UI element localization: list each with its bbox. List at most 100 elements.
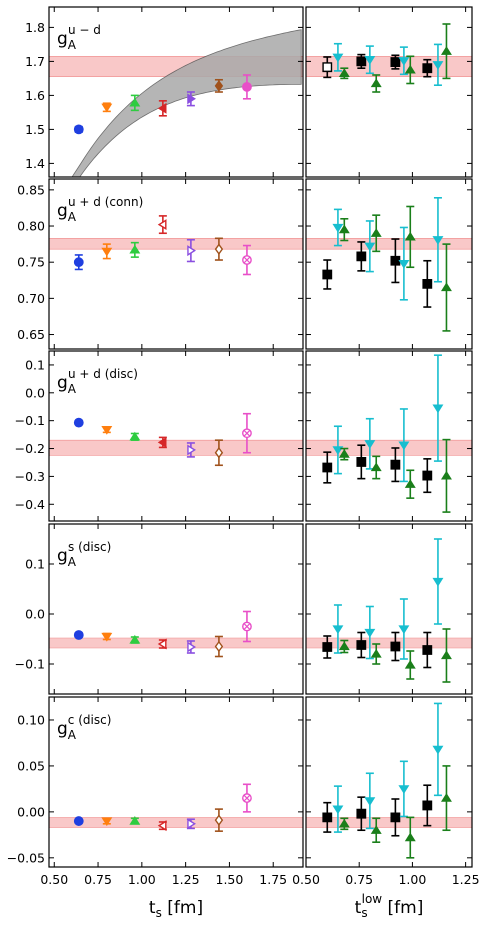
left-point-3-marker xyxy=(157,219,167,231)
right-point-2-marker xyxy=(338,449,350,458)
left-point-1-marker xyxy=(101,817,113,827)
xtick-label-right: 0.75 xyxy=(345,872,373,887)
ytick-label: 0.00 xyxy=(17,804,45,819)
right-point-7-marker xyxy=(398,57,410,66)
right-point-6-marker xyxy=(390,57,401,67)
right-point-4-marker xyxy=(364,56,376,65)
ytick-label: 0.0 xyxy=(25,607,45,622)
left-point-0-marker xyxy=(73,816,84,826)
points-right xyxy=(322,197,452,332)
points-right xyxy=(322,538,452,683)
ytick-label: 0.70 xyxy=(17,291,45,306)
left-point-6-marker-cross xyxy=(243,429,251,437)
result-band-right xyxy=(306,817,472,828)
ytick-label: 0.65 xyxy=(17,327,45,342)
right-point-11-marker xyxy=(440,792,452,802)
right-point-11-marker xyxy=(440,650,452,660)
frame-right xyxy=(305,350,473,522)
left-point-3-marker xyxy=(157,436,167,448)
right-point-9-marker xyxy=(422,278,433,289)
right-point-7-marker xyxy=(398,625,410,635)
ytick-label: 0.80 xyxy=(17,219,45,234)
xtick-label-left: 0.50 xyxy=(40,872,68,887)
ytick-label: 1.5 xyxy=(25,122,45,137)
xtick-label-right: 1.00 xyxy=(398,872,426,887)
right-point-1-marker xyxy=(332,223,344,233)
left-point-5-marker xyxy=(214,640,224,653)
frame-left xyxy=(48,350,304,522)
right-point-6-marker xyxy=(390,641,401,652)
left-point-0-marker xyxy=(73,630,84,640)
right-point-11-marker xyxy=(440,46,452,55)
ytick-label: 1.8 xyxy=(25,20,45,35)
xtick-label-left: 1.25 xyxy=(172,872,200,887)
right-point-7-marker xyxy=(398,785,410,794)
points-left xyxy=(73,783,252,832)
right-point-5-marker xyxy=(370,462,382,472)
frame-left xyxy=(48,6,304,178)
right-point-10-marker xyxy=(432,577,444,587)
right-point-8-marker xyxy=(404,479,416,488)
right-point-10-marker xyxy=(432,236,444,245)
result-band-right xyxy=(306,638,472,648)
left-point-4-marker xyxy=(187,818,196,830)
left-point-6-marker xyxy=(242,82,252,92)
frame-right xyxy=(305,523,473,695)
left-point-5-marker xyxy=(214,446,224,459)
result-band-left xyxy=(49,440,303,456)
panel-c-disc: 0.10 0.05 0.00 −0.05 gAc (disc) xyxy=(7,696,473,868)
ytick-label: −0.4 xyxy=(15,497,45,512)
left-point-3-marker xyxy=(157,820,167,832)
ytick-label: −0.2 xyxy=(15,441,45,456)
right-point-11-marker xyxy=(440,470,452,480)
right-point-10-marker xyxy=(432,61,444,70)
left-point-1-marker xyxy=(101,247,113,257)
right-point-1-marker xyxy=(332,446,344,456)
points-right xyxy=(322,702,452,859)
left-point-2-marker xyxy=(129,634,141,644)
points-right xyxy=(322,354,452,513)
right-point-0-marker xyxy=(322,812,333,823)
right-point-9-marker xyxy=(422,800,433,811)
frame-right xyxy=(305,696,473,868)
right-point-7-marker xyxy=(398,441,410,451)
right-point-8-marker xyxy=(404,659,416,669)
frame-left xyxy=(48,178,304,350)
panel-title: gAu − d xyxy=(57,23,101,52)
right-point-4-marker xyxy=(364,797,376,806)
left-point-2-marker xyxy=(129,244,141,254)
left-point-6-marker-cross xyxy=(243,623,251,630)
ytick-label: −0.05 xyxy=(7,850,45,865)
panel-title: gAs (disc) xyxy=(57,540,111,569)
left-point-6-marker-cross xyxy=(243,794,251,802)
left-point-6-marker-cross xyxy=(243,256,251,264)
ytick-label: 1.4 xyxy=(25,156,45,171)
right-point-7-marker xyxy=(398,259,410,269)
ytick-label: 0.85 xyxy=(17,182,45,197)
points-left xyxy=(73,412,252,467)
right-point-6-marker xyxy=(390,255,401,266)
right-point-3-marker xyxy=(356,56,367,67)
ytick-label: 0.10 xyxy=(17,712,45,727)
right-point-1-marker xyxy=(332,625,344,635)
right-point-4-marker xyxy=(364,440,376,449)
left-point-2-marker xyxy=(129,815,141,825)
left-point-0-marker xyxy=(73,124,84,135)
result-band-left xyxy=(49,817,303,828)
ytick-label: 0.75 xyxy=(17,255,45,270)
right-point-1-marker xyxy=(332,53,344,63)
x-axis-label-right: tslow [fm] xyxy=(355,892,424,920)
right-point-9-marker xyxy=(422,63,433,74)
ytick-label: 0.0 xyxy=(25,385,45,400)
xtick-label-left: 1.75 xyxy=(259,872,287,887)
left-point-3-marker xyxy=(157,638,167,650)
result-band-right xyxy=(306,440,472,456)
panel-u+d-conn: 0.65 0.70 0.75 0.80 0.85 gAu + d (conn) xyxy=(17,178,473,350)
right-point-3-marker xyxy=(356,640,367,650)
panel-s-disc: 0.1 0.0 −0.1 gAs (disc) xyxy=(15,523,473,695)
right-point-0-marker xyxy=(322,462,333,473)
right-point-9-marker xyxy=(422,645,433,655)
panel-title: gAc (disc) xyxy=(57,713,111,742)
left-point-1-marker xyxy=(101,103,113,113)
